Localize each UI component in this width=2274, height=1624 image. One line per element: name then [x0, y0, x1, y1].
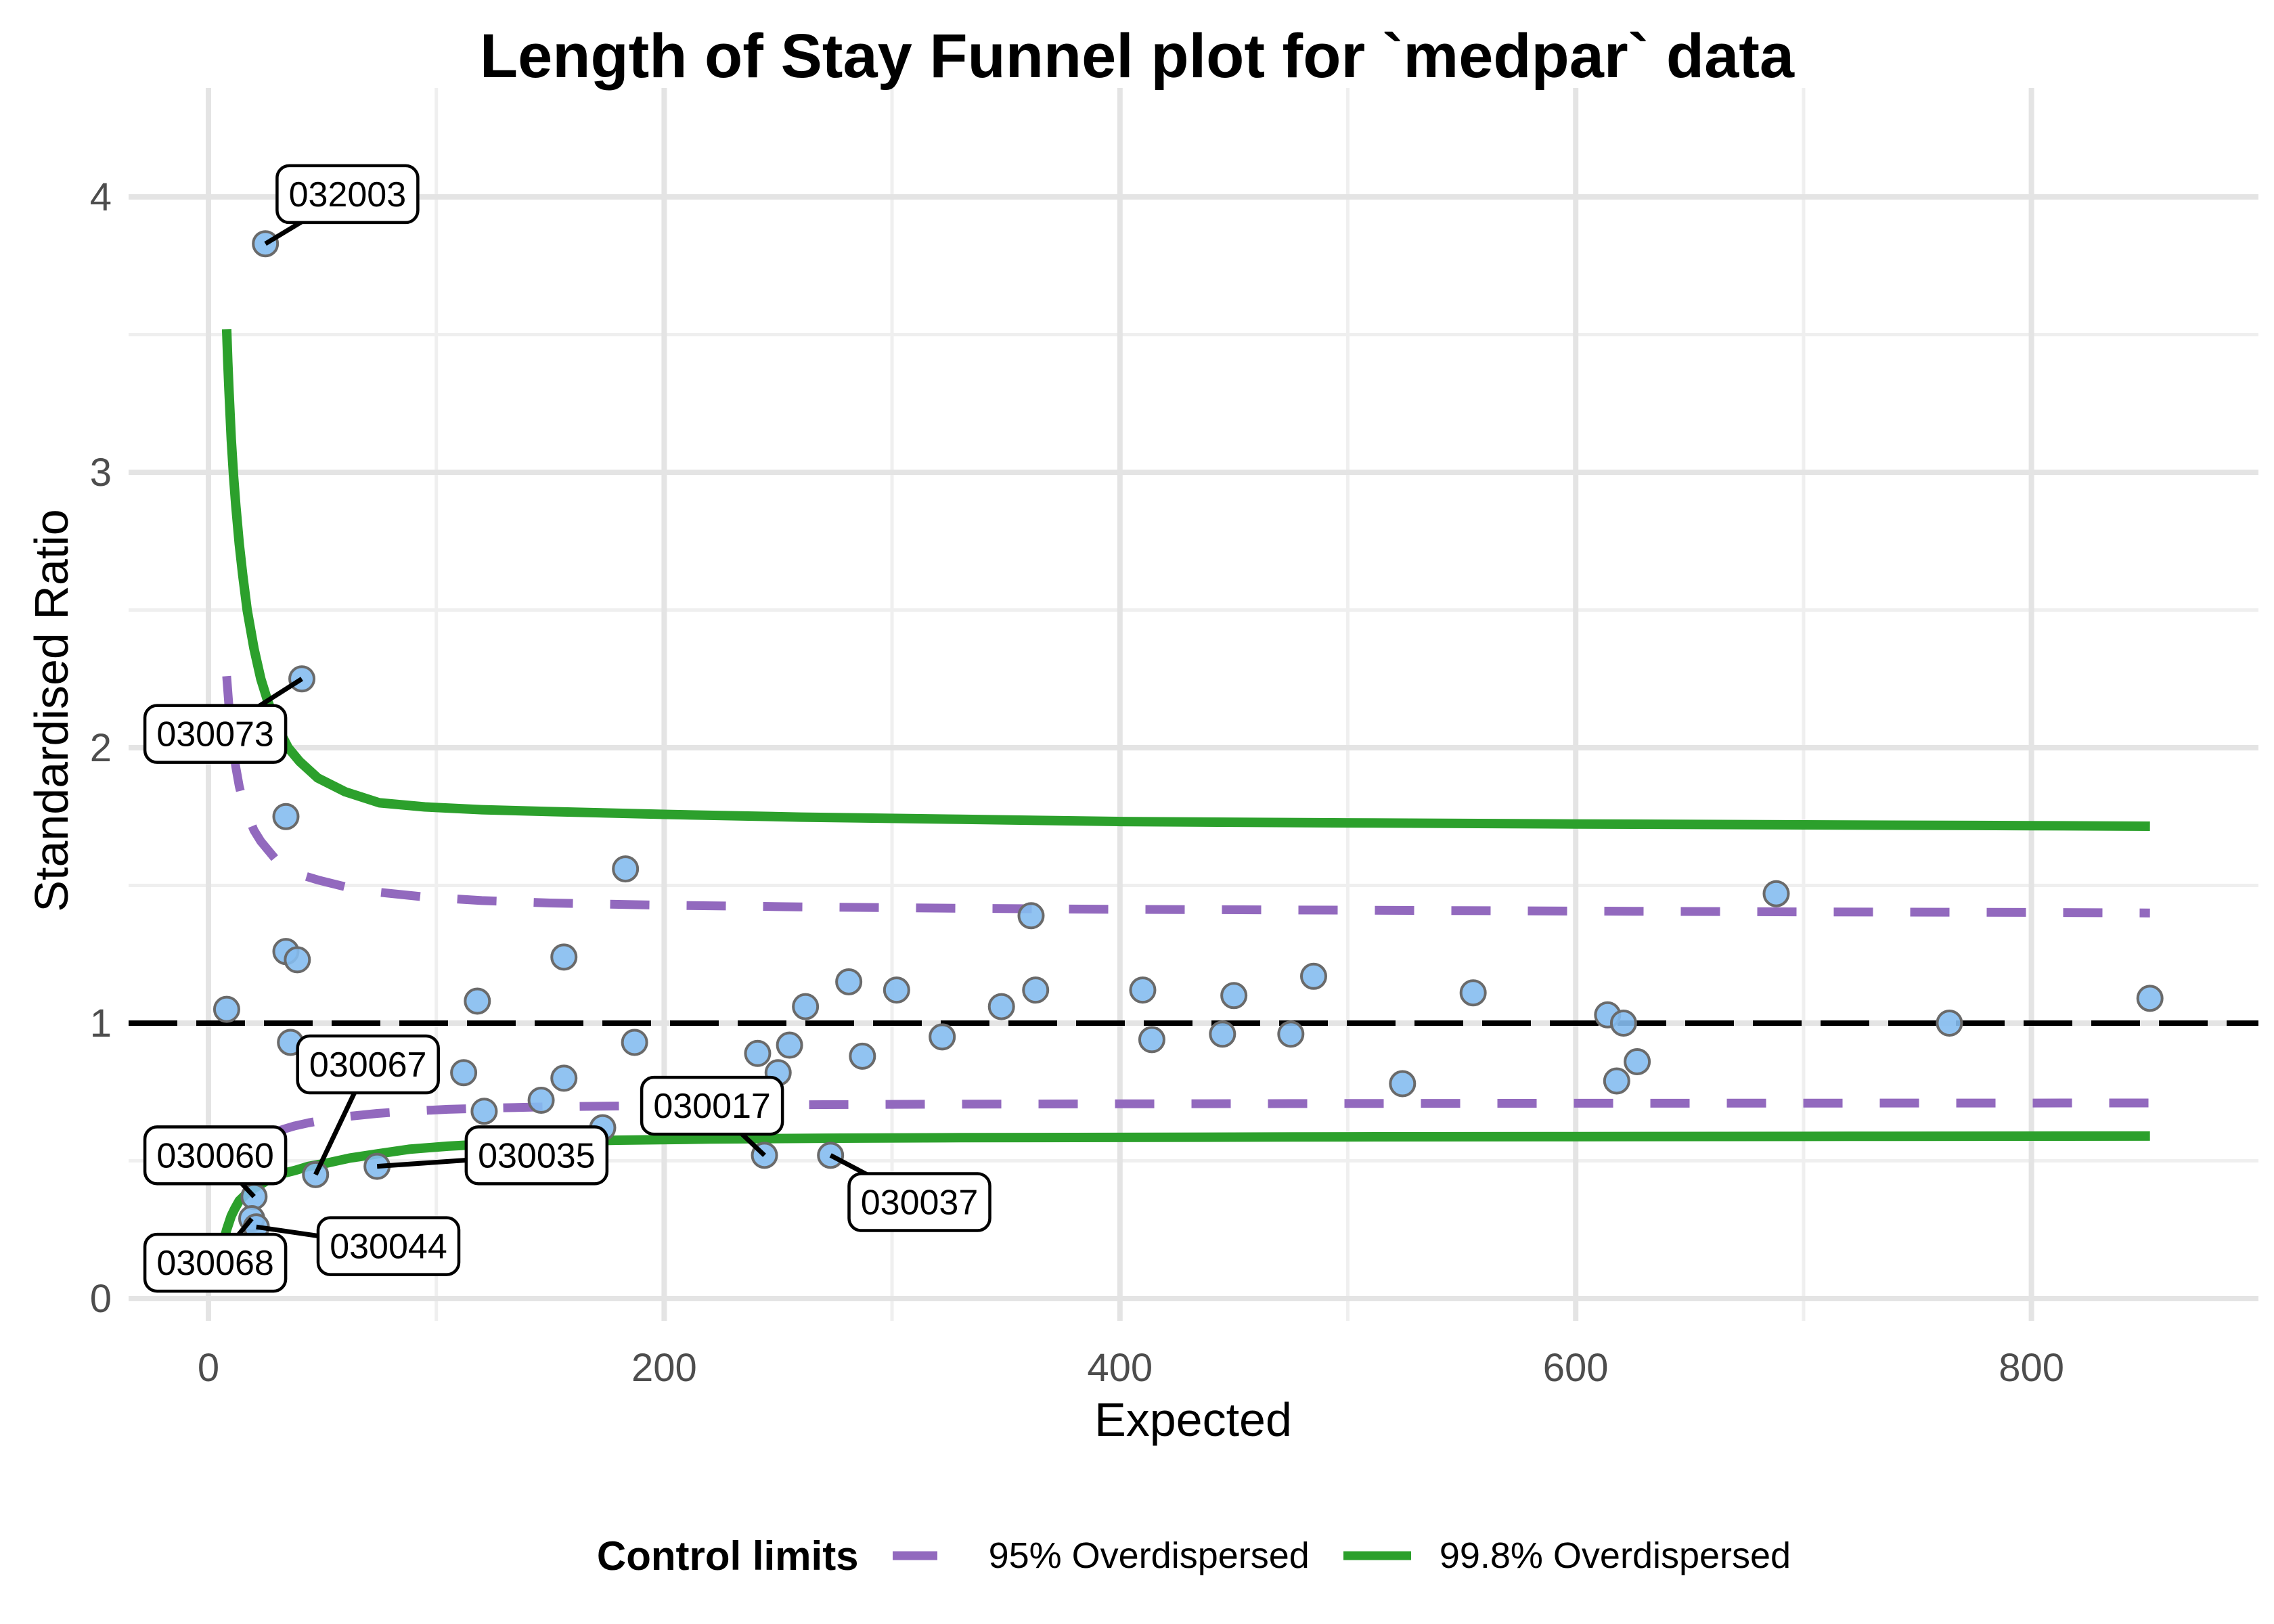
data-point — [1017, 902, 1045, 930]
data-point — [1209, 1020, 1236, 1048]
callout-label-030037: 030037 — [861, 1183, 979, 1223]
data-point — [272, 803, 300, 830]
callout-box-030060 — [143, 1125, 288, 1186]
callout-label-032003: 032003 — [289, 175, 407, 215]
data-point — [1603, 1067, 1630, 1095]
callout-label-layer: 032003 030073 030067 030060 030068 030044 0300… — [143, 164, 991, 1293]
axis-tick-layer: 0 200 400 600 800 0 1 2 3 4 — [90, 175, 2064, 1390]
data-point — [1220, 982, 1248, 1010]
x-tick-label-0: 0 — [198, 1346, 219, 1390]
data-point — [792, 993, 820, 1020]
data-point — [987, 993, 1015, 1020]
data-point — [1459, 979, 1487, 1007]
y-tick-label-4: 4 — [90, 175, 112, 219]
x-tick-label-800: 800 — [1999, 1346, 2064, 1390]
x-tick-label-400: 400 — [1087, 1346, 1153, 1390]
callout-label-030073: 030073 — [156, 715, 274, 754]
data-point — [883, 976, 910, 1004]
data-point — [1299, 962, 1327, 990]
legend-label-998: 99.8% Overdispersed — [1439, 1535, 1791, 1576]
callout-label-030060: 030060 — [156, 1136, 274, 1175]
data-point — [284, 946, 311, 974]
data-point — [744, 1039, 772, 1067]
callout-box-030044 — [316, 1216, 461, 1276]
callout-box-030017 — [640, 1075, 784, 1136]
data-point — [1762, 880, 1790, 907]
legend: Control limits 95% Overdispersed 99.8% O… — [129, 1518, 2259, 1593]
y-tick-label-3: 3 — [90, 451, 112, 495]
x-axis-title: Expected — [1094, 1393, 1292, 1446]
data-point — [1609, 1010, 1637, 1037]
callout-box-030068 — [143, 1232, 288, 1293]
control-limit-layer — [129, 329, 2258, 1247]
data-point — [929, 1023, 956, 1051]
data-point — [1624, 1047, 1651, 1075]
control-limit-99-8-overdispersed-upper — [221, 329, 2150, 831]
legend-item-95: 95% Overdispersed — [892, 1535, 1310, 1577]
y-axis-title: Standardised Ratio — [25, 509, 78, 911]
data-point — [550, 1064, 578, 1092]
control-limit-95-overdispersed-upper — [222, 675, 2150, 918]
data-point — [450, 1059, 478, 1087]
data-point — [470, 1098, 498, 1125]
dashed-line-key-icon — [892, 1551, 960, 1560]
y-tick-label-1: 1 — [90, 1001, 112, 1045]
callout-box-030067 — [296, 1034, 440, 1095]
data-point — [1936, 1010, 1963, 1037]
solid-line-key-icon — [1343, 1551, 1411, 1560]
data-point — [213, 995, 240, 1023]
data-point — [1022, 976, 1050, 1004]
chart-title: Length of Stay Funnel plot for `medpar` … — [480, 22, 1795, 91]
callout-label-030044: 030044 — [330, 1227, 447, 1267]
x-tick-label-200: 200 — [631, 1346, 697, 1390]
data-point — [612, 855, 640, 883]
data-point — [776, 1031, 803, 1059]
data-point — [527, 1086, 555, 1114]
data-point — [1277, 1020, 1305, 1048]
data-point — [1138, 1026, 1165, 1054]
callout-box-032003 — [275, 164, 420, 225]
data-point — [849, 1042, 876, 1070]
callout-label-030035: 030035 — [478, 1136, 596, 1175]
data-point — [464, 987, 491, 1015]
legend-title: Control limits — [596, 1533, 859, 1579]
data-point — [1129, 976, 1157, 1004]
callout-label-030068: 030068 — [156, 1244, 274, 1283]
y-tick-label-0: 0 — [90, 1277, 112, 1321]
legend-item-998: 99.8% Overdispersed — [1343, 1535, 1791, 1577]
callout-label-030067: 030067 — [309, 1045, 427, 1085]
data-point-layer — [213, 230, 2164, 1241]
callout-box-030073 — [143, 704, 288, 764]
data-point — [835, 968, 863, 995]
callout-label-030017: 030017 — [653, 1087, 771, 1126]
data-point — [2136, 985, 2164, 1012]
legend-label-95: 95% Overdispersed — [988, 1535, 1310, 1576]
data-point — [550, 943, 578, 971]
callout-box-030037 — [847, 1172, 991, 1232]
callout-box-030035 — [464, 1125, 609, 1186]
control-limit-99-8-overdispersed-lower — [218, 1131, 2150, 1247]
data-point — [1389, 1070, 1417, 1098]
y-tick-label-2: 2 — [90, 726, 112, 770]
data-point — [621, 1029, 648, 1056]
x-tick-label-600: 600 — [1543, 1346, 1609, 1390]
